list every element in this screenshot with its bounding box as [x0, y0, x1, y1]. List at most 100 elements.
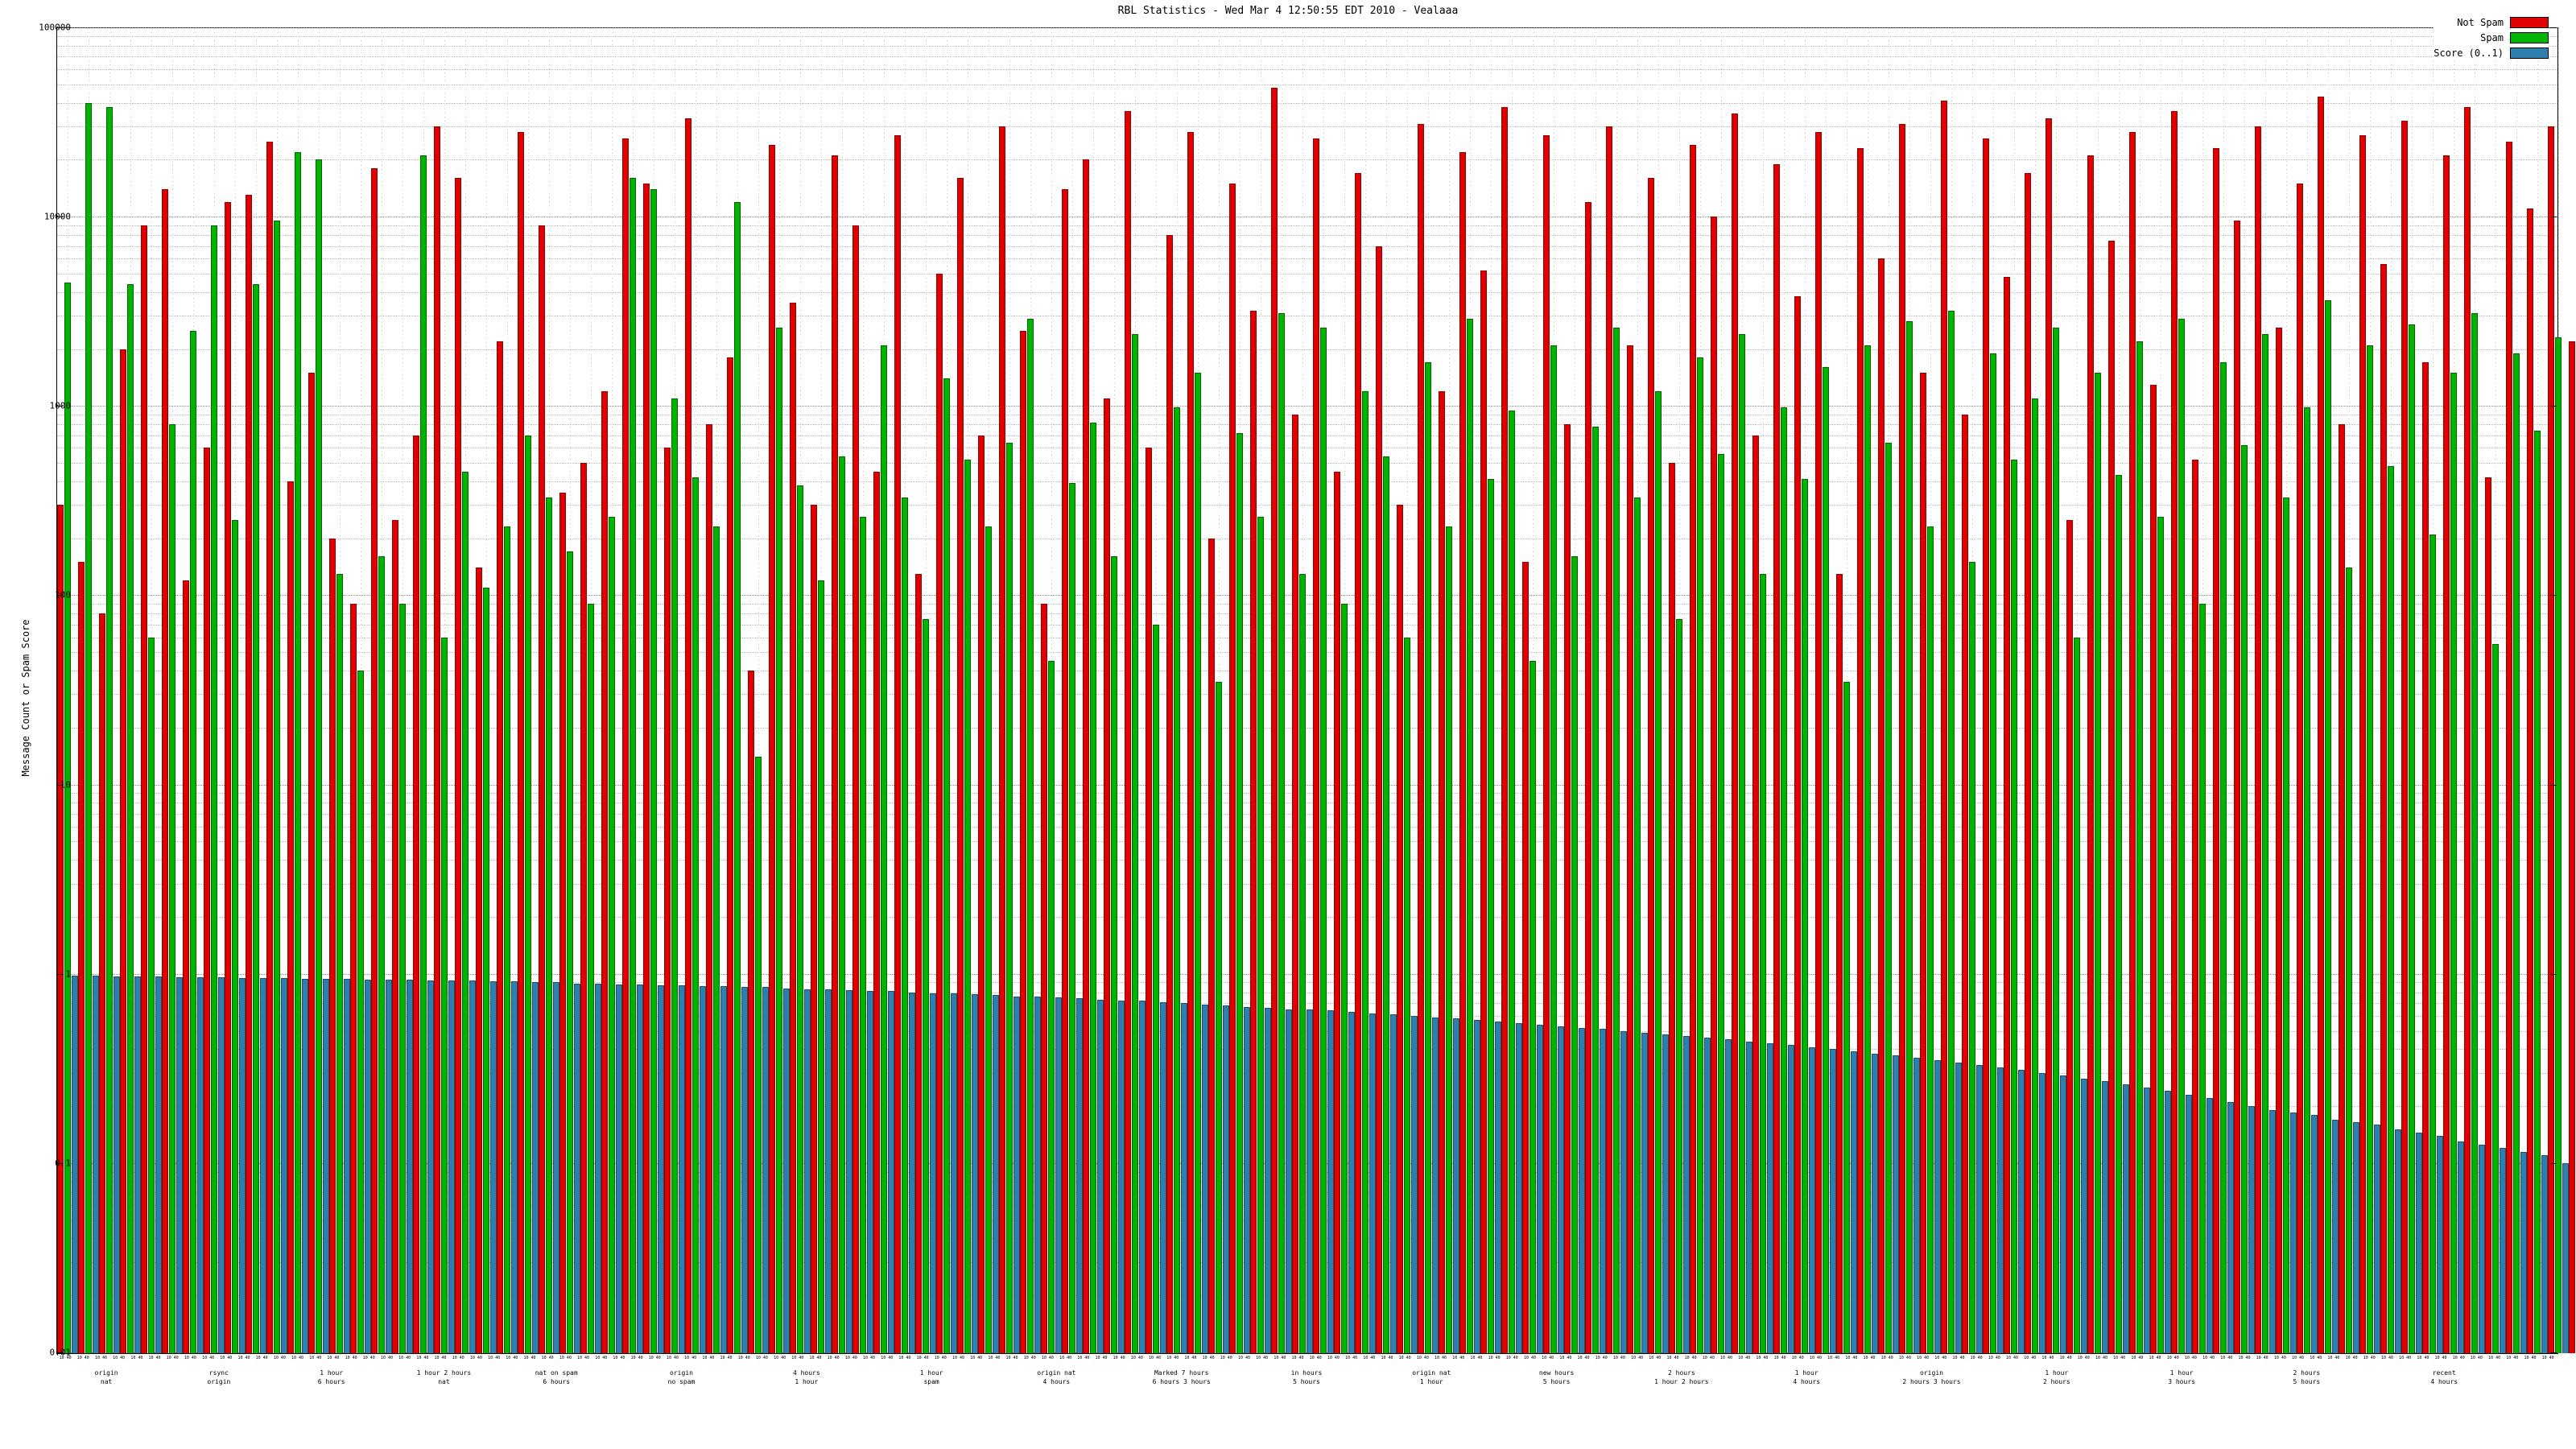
bar-group — [539, 28, 559, 1353]
bar-red — [1166, 234, 1173, 1353]
bar-group — [2506, 28, 2527, 1353]
bar-red — [308, 372, 315, 1353]
bar-blue — [1076, 998, 1083, 1353]
bar-red — [2422, 362, 2429, 1353]
x-tick-label: 10 40 — [970, 1356, 983, 1360]
bar-red — [518, 132, 524, 1353]
y-tick-mark-right — [2550, 1162, 2557, 1164]
bar-group — [1564, 28, 1585, 1353]
x-tick-label: 10 40 — [791, 1356, 804, 1360]
bar-green — [2053, 327, 2059, 1353]
bar-blue — [1411, 1015, 1418, 1353]
bar-group — [1459, 28, 1480, 1353]
bar-group — [2150, 28, 2171, 1353]
bar-blue — [1139, 1001, 1146, 1353]
bar-red — [1439, 390, 1445, 1353]
bar-blue — [2186, 1094, 2192, 1353]
x-tick-label: 10 40 — [1612, 1356, 1625, 1360]
bar-red — [1271, 87, 1278, 1353]
bar-blue — [1997, 1067, 2004, 1353]
x-group-label: 1 hour 2 hours nat — [416, 1369, 472, 1385]
bar-green — [1948, 310, 1955, 1353]
bar-blue — [574, 983, 580, 1353]
bar-red — [1125, 111, 1131, 1353]
bar-blue — [2269, 1110, 2276, 1353]
bar-red — [1146, 448, 1152, 1353]
bar-green — [2555, 337, 2562, 1353]
x-tick-label: 10 40 — [76, 1356, 89, 1360]
bar-blue — [1327, 1010, 1334, 1353]
bar-red — [287, 481, 294, 1353]
x-tick-label: 10 40 — [1542, 1356, 1554, 1360]
bar-blue — [448, 980, 455, 1353]
x-tick-label: 10 40 — [1327, 1356, 1340, 1360]
bar-blue — [930, 993, 936, 1353]
x-tick-label: 10 40 — [2238, 1356, 2251, 1360]
bar-group — [2213, 28, 2234, 1353]
bar-red — [601, 390, 608, 1353]
bar-green — [378, 556, 385, 1353]
bar-green — [1383, 456, 1389, 1353]
x-tick-label: 10 40 — [2417, 1356, 2429, 1360]
bar-green — [1341, 604, 1348, 1353]
bar-group — [643, 28, 664, 1353]
bar-group — [371, 28, 392, 1353]
bar-red — [1480, 270, 1487, 1353]
bar-group — [2527, 28, 2548, 1353]
x-tick-label: 10 40 — [2434, 1356, 2447, 1360]
bar-green — [2304, 407, 2310, 1353]
x-group-label: 1 hour 2 hours — [2042, 1369, 2070, 1385]
bar-group — [2464, 28, 2485, 1353]
bar-group — [2129, 28, 2150, 1353]
bar-blue — [637, 984, 643, 1353]
x-tick-label: 10 40 — [2113, 1356, 2126, 1360]
bar-red — [162, 188, 168, 1353]
bar-group — [1941, 28, 1962, 1353]
x-tick-label: 10 40 — [595, 1356, 608, 1360]
bar-green — [1760, 573, 1766, 1353]
x-tick-label: 10 40 — [2488, 1356, 2501, 1360]
bar-red — [957, 178, 964, 1353]
x-group-label: recent 4 hours — [2430, 1369, 2458, 1385]
bar-group — [1250, 28, 1271, 1353]
bar-green — [2074, 637, 2080, 1353]
bar-group — [706, 28, 727, 1353]
bar-group — [183, 28, 204, 1353]
x-tick-label: 10 40 — [1756, 1356, 1769, 1360]
bar-red — [1983, 138, 1989, 1353]
bar-red — [1062, 188, 1068, 1353]
bar-group — [266, 28, 287, 1353]
bar-group — [727, 28, 748, 1353]
bar-green — [1781, 407, 1787, 1353]
bar-group — [2380, 28, 2401, 1353]
bar-green — [357, 671, 364, 1353]
bar-blue — [2479, 1145, 2485, 1353]
bar-green — [295, 151, 301, 1353]
bar-green — [671, 398, 678, 1353]
bar-group — [455, 28, 476, 1353]
y-tick-mark-left — [56, 973, 63, 975]
bar-group — [1418, 28, 1439, 1353]
bar-red — [2506, 141, 2512, 1353]
bar-green — [1132, 333, 1138, 1353]
x-tick-label: 10 40 — [291, 1356, 304, 1360]
x-tick-label: 10 40 — [2256, 1356, 2268, 1360]
bar-group — [1208, 28, 1229, 1353]
bar-blue — [888, 991, 894, 1353]
bar-group — [1857, 28, 1878, 1353]
bar-blue — [1893, 1055, 1899, 1353]
bar-group — [2025, 28, 2046, 1353]
bar-red — [2108, 240, 2115, 1353]
bar-blue — [2123, 1084, 2129, 1353]
bar-group — [2548, 28, 2569, 1353]
bar-red — [894, 134, 901, 1353]
bar-group — [57, 28, 78, 1353]
bar-red — [852, 225, 859, 1353]
x-tick-label: 10 40 — [1595, 1356, 1608, 1360]
bar-blue — [679, 985, 685, 1353]
bar-blue — [532, 982, 539, 1353]
x-tick-label: 10 40 — [1398, 1356, 1411, 1360]
x-tick-label: 10 40 — [1059, 1356, 1072, 1360]
bar-group — [1083, 28, 1104, 1353]
bar-group — [1711, 28, 1732, 1353]
